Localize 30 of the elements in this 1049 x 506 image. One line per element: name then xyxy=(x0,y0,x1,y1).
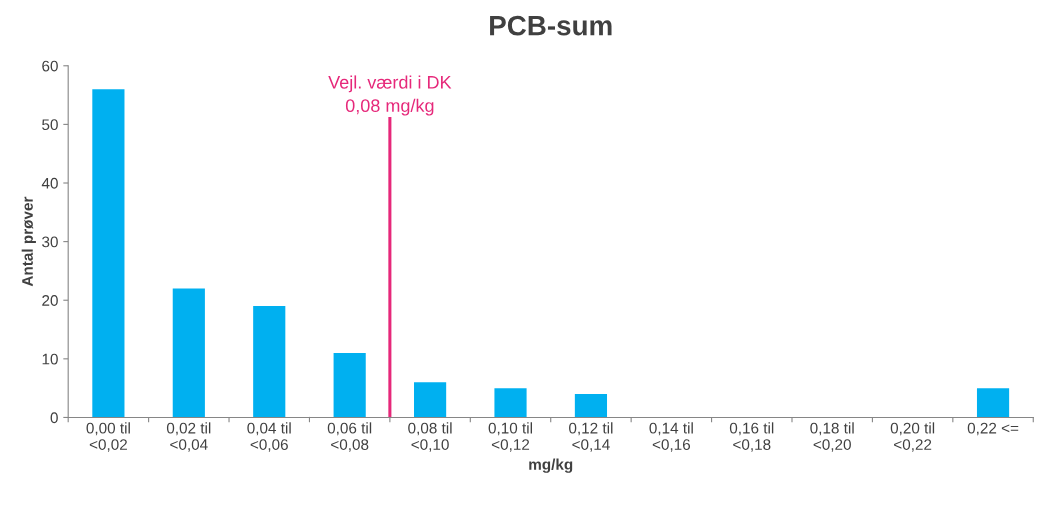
x-tick-label: 0,00 til <0,02 xyxy=(86,422,130,452)
x-tick-label: 0,22 <= xyxy=(967,422,1019,436)
y-tick-label: 30 xyxy=(42,236,58,248)
x-tick-label: 0,06 til <0,08 xyxy=(327,422,372,452)
x-tick-label: 0,08 til <0,10 xyxy=(408,422,452,452)
x-tick-label: 0,16 til <0,18 xyxy=(729,422,774,452)
y-tick-label: 60 xyxy=(42,60,58,72)
y-axis-title: Antal prøver xyxy=(21,196,36,287)
bar xyxy=(333,352,366,418)
ref-line-label: Vejl. værdi i DK 0,08 mg/kg xyxy=(328,75,452,116)
x-tick-label: 0,04 til <0,06 xyxy=(247,422,291,452)
y-tick-label: 0 xyxy=(50,412,58,424)
x-tick-label: 0,20 til <0,22 xyxy=(890,422,935,452)
x-tick-label: 0,14 til <0,16 xyxy=(649,422,693,452)
x-tick-label: 0,02 til <0,04 xyxy=(166,422,211,452)
bar xyxy=(253,306,286,418)
x-axis-title: mg/kg xyxy=(529,458,573,473)
chart-title: PCB-sum xyxy=(490,15,612,36)
x-tick-label: 0,18 til <0,20 xyxy=(810,422,854,452)
y-tick-label: 40 xyxy=(41,177,58,189)
bar xyxy=(574,394,608,418)
bar xyxy=(172,288,205,418)
bar xyxy=(494,388,527,418)
bar xyxy=(976,388,1010,418)
bar xyxy=(414,382,447,418)
y-tick-label: 20 xyxy=(42,295,58,306)
y-tick-label: 50 xyxy=(42,119,58,131)
bar xyxy=(92,89,125,418)
y-tick-label: 10 xyxy=(42,353,58,365)
x-tick-label: 0,12 til <0,14 xyxy=(569,422,613,452)
